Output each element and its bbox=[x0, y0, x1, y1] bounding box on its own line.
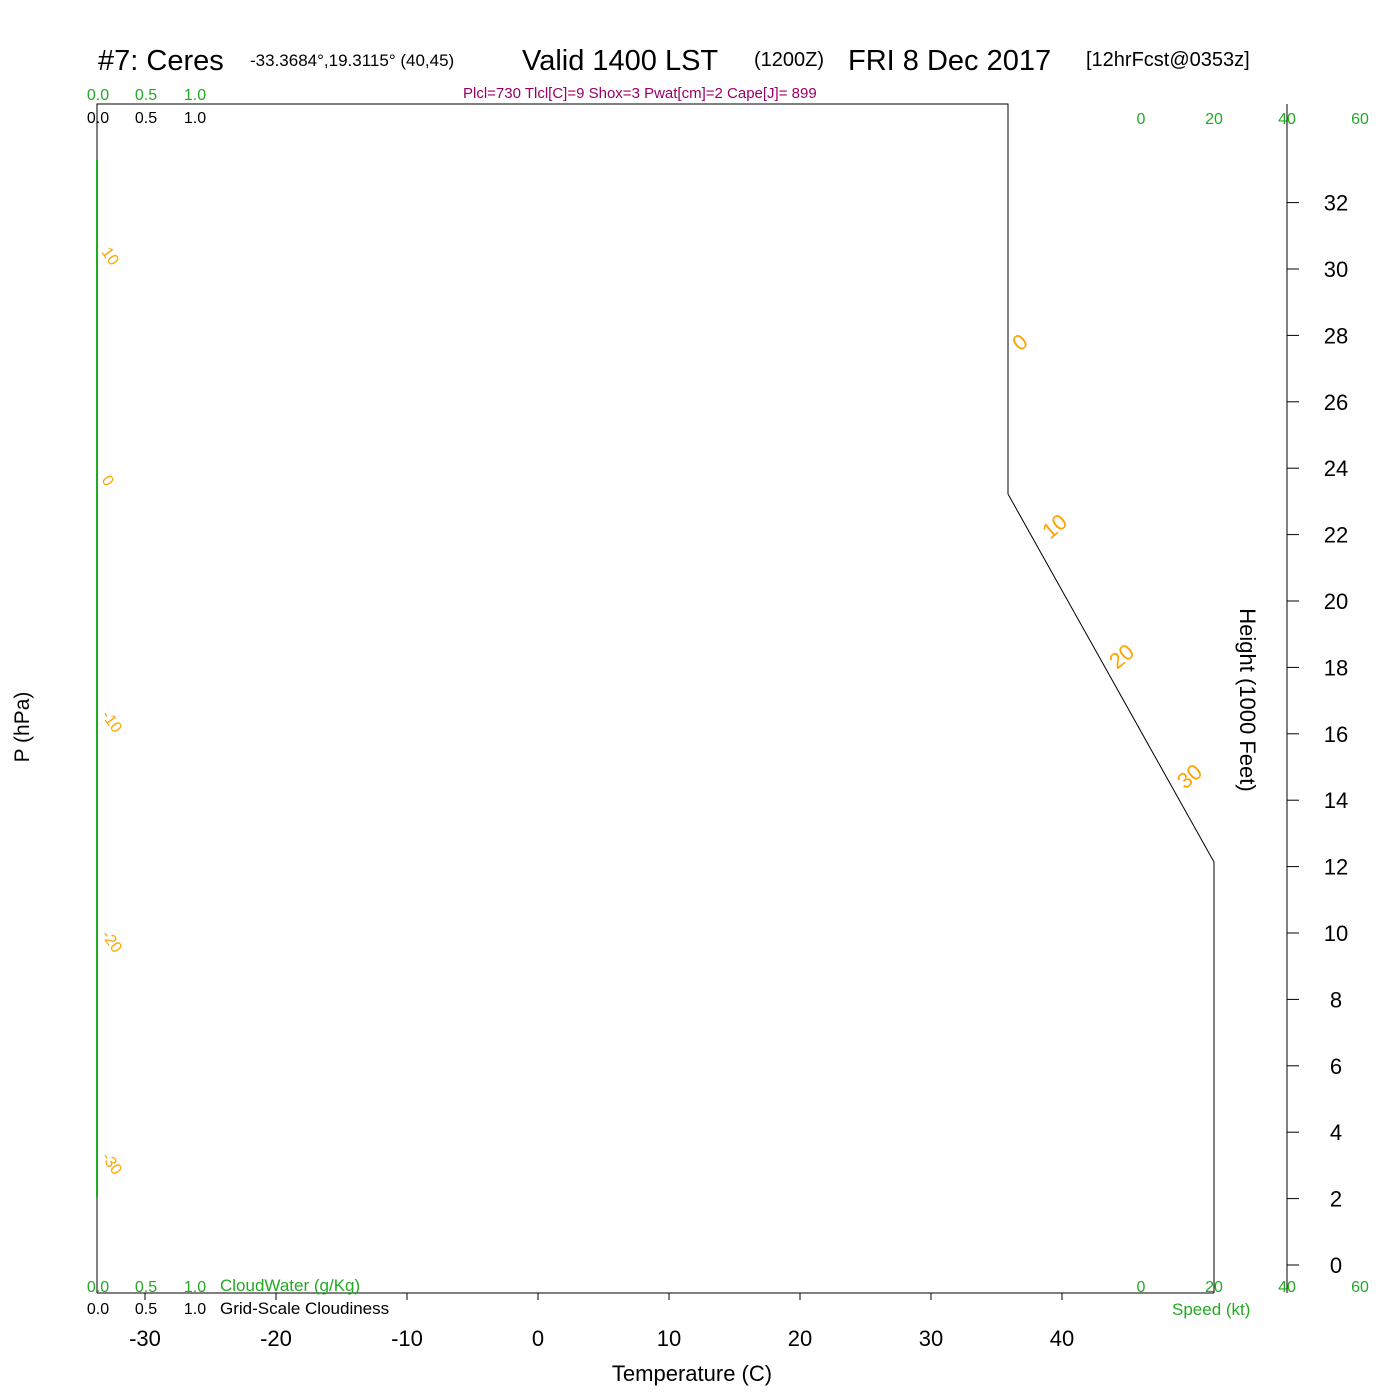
cloud-water-tick-top: 0.5 bbox=[135, 87, 157, 104]
height-tick-label: 8 bbox=[1330, 987, 1342, 1012]
height-tick-label: 22 bbox=[1324, 523, 1348, 548]
x-tick-label: -20 bbox=[260, 1326, 292, 1351]
height-tick-label: 20 bbox=[1324, 589, 1348, 614]
speed-tick-label-top: 60 bbox=[1351, 111, 1369, 128]
isotherm-label: 10 bbox=[98, 245, 122, 269]
height-tick-label: 16 bbox=[1324, 722, 1348, 747]
zulu-time: (1200Z) bbox=[754, 49, 824, 71]
isotherm-label: 0 bbox=[1007, 329, 1032, 356]
height-tick-label: 2 bbox=[1330, 1187, 1342, 1212]
cloud-water-label: CloudWater (g/Kg) bbox=[220, 1276, 360, 1295]
height-tick-label: 24 bbox=[1324, 456, 1348, 481]
header: #7: Ceres -33.3684°,19.3115° (40,45) Val… bbox=[98, 45, 1250, 102]
height-tick-label: 26 bbox=[1324, 390, 1348, 415]
height-tick-label: 14 bbox=[1324, 788, 1348, 813]
isotherm-label: 10 bbox=[1037, 509, 1072, 544]
cloud-water-tick-bottom: 0.0 bbox=[87, 1279, 109, 1296]
isotherm-label: 20 bbox=[1104, 639, 1139, 674]
wind-profile bbox=[1286, 104, 1288, 1293]
plot-border bbox=[96, 103, 1215, 1293]
cloudiness-tick-top: 1.0 bbox=[184, 110, 206, 127]
valid-time: Valid 1400 LST bbox=[522, 45, 718, 77]
isotherm-label: -10 bbox=[98, 708, 125, 737]
plot-frame bbox=[96, 103, 1215, 1294]
x-tick-label: 10 bbox=[657, 1326, 681, 1351]
speed-tick-label-bottom: 0 bbox=[1137, 1279, 1146, 1296]
height-tick-label: 0 bbox=[1330, 1253, 1342, 1278]
isotherm-label: 30 bbox=[1172, 759, 1207, 794]
cloudiness-tick-top: 0.0 bbox=[87, 110, 109, 127]
speed-tick-label-bottom: 20 bbox=[1205, 1279, 1223, 1296]
speed-tick-label-top: 20 bbox=[1205, 111, 1223, 128]
x-tick-label: 20 bbox=[788, 1326, 812, 1351]
cloud-water-tick-top: 0.0 bbox=[87, 87, 109, 104]
height-tick-label: 18 bbox=[1324, 655, 1348, 680]
x-tick-label: 30 bbox=[919, 1326, 943, 1351]
x-tick-label: -10 bbox=[391, 1326, 423, 1351]
cloudiness-tick-top: 0.5 bbox=[135, 110, 157, 127]
height-axis-title: Height (1000 Feet) bbox=[1235, 608, 1260, 791]
cloud-water-tick-bottom: 1.0 bbox=[184, 1279, 206, 1296]
cloud-water-tick-bottom: 0.5 bbox=[135, 1279, 157, 1296]
height-tick-label: 30 bbox=[1324, 257, 1348, 282]
speed-tick-label-bottom: 60 bbox=[1351, 1279, 1369, 1296]
speed-tick-label-bottom: 40 bbox=[1278, 1279, 1296, 1296]
forecast-label: [12hrFcst@0353z] bbox=[1086, 49, 1250, 71]
height-tick-label: 32 bbox=[1324, 191, 1348, 216]
axes: -30-20-100102030402503004005007008501000… bbox=[87, 87, 1369, 1351]
station-title: #7: Ceres bbox=[98, 45, 224, 77]
sounding-indices: Plcl=730 Tlcl[C]=9 Shox=3 Pwat[cm]=2 Cap… bbox=[463, 85, 817, 102]
y-axis-title: P (hPa) bbox=[11, 692, 34, 763]
height-tick-label: 28 bbox=[1324, 323, 1348, 348]
speed-tick-label-top: 0 bbox=[1137, 111, 1146, 128]
x-tick-label: 40 bbox=[1050, 1326, 1074, 1351]
isotherm-label: -30 bbox=[98, 1150, 125, 1179]
cloudiness-tick-bottom: 1.0 bbox=[184, 1301, 206, 1318]
speed-axis-title: Speed (kt) bbox=[1172, 1300, 1250, 1319]
x-axis-title: Temperature (C) bbox=[612, 1361, 772, 1386]
x-tick-label: 0 bbox=[532, 1326, 544, 1351]
height-tick-label: 4 bbox=[1330, 1120, 1342, 1145]
isotherm-label: -20 bbox=[98, 928, 125, 957]
height-tick-label: 10 bbox=[1324, 921, 1348, 946]
cloud-water-tick-top: 1.0 bbox=[184, 87, 206, 104]
cloudiness-tick-bottom: 0.0 bbox=[87, 1301, 109, 1318]
cloudiness-label: Grid-Scale Cloudiness bbox=[220, 1299, 389, 1318]
station-coords: -33.3684°,19.3115° (40,45) bbox=[250, 51, 454, 70]
speed-tick-label-top: 40 bbox=[1278, 111, 1296, 128]
valid-date: FRI 8 Dec 2017 bbox=[848, 45, 1051, 77]
height-tick-label: 12 bbox=[1324, 855, 1348, 880]
x-tick-label: -30 bbox=[129, 1326, 161, 1351]
isotherm-label: 0 bbox=[98, 473, 117, 490]
cloudiness-tick-bottom: 0.5 bbox=[135, 1301, 157, 1318]
height-tick-label: 6 bbox=[1330, 1054, 1342, 1079]
